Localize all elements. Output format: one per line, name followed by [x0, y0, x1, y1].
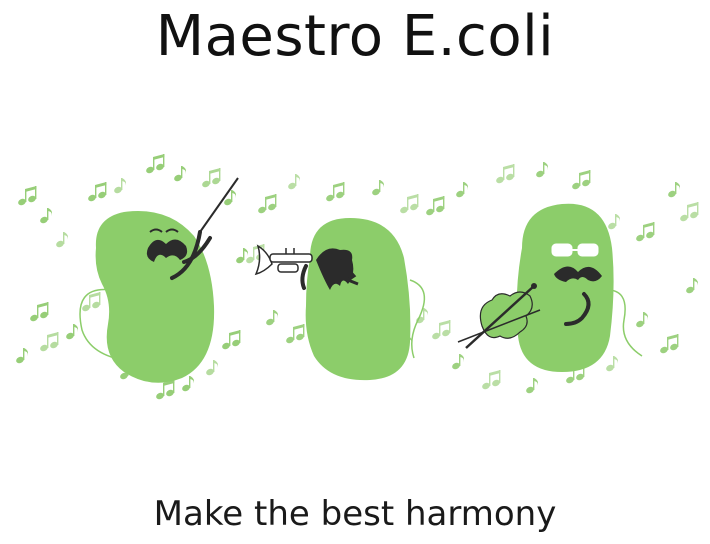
violinist-bacterium [425, 162, 699, 395]
game-title: Maestro E.coli [155, 4, 555, 69]
glasses-icon [551, 243, 599, 257]
trumpet-icon [254, 244, 313, 276]
trumpeter-bacterium [245, 174, 428, 381]
title-illustration [15, 154, 699, 401]
baton-icon [199, 177, 239, 233]
tagline: Make the best harmony [153, 494, 557, 534]
mustache-icon [146, 239, 188, 262]
bacterium-body [95, 211, 215, 383]
conductor-bacterium [15, 154, 248, 401]
bacterium-body [305, 218, 411, 381]
violin-icon [457, 283, 541, 349]
